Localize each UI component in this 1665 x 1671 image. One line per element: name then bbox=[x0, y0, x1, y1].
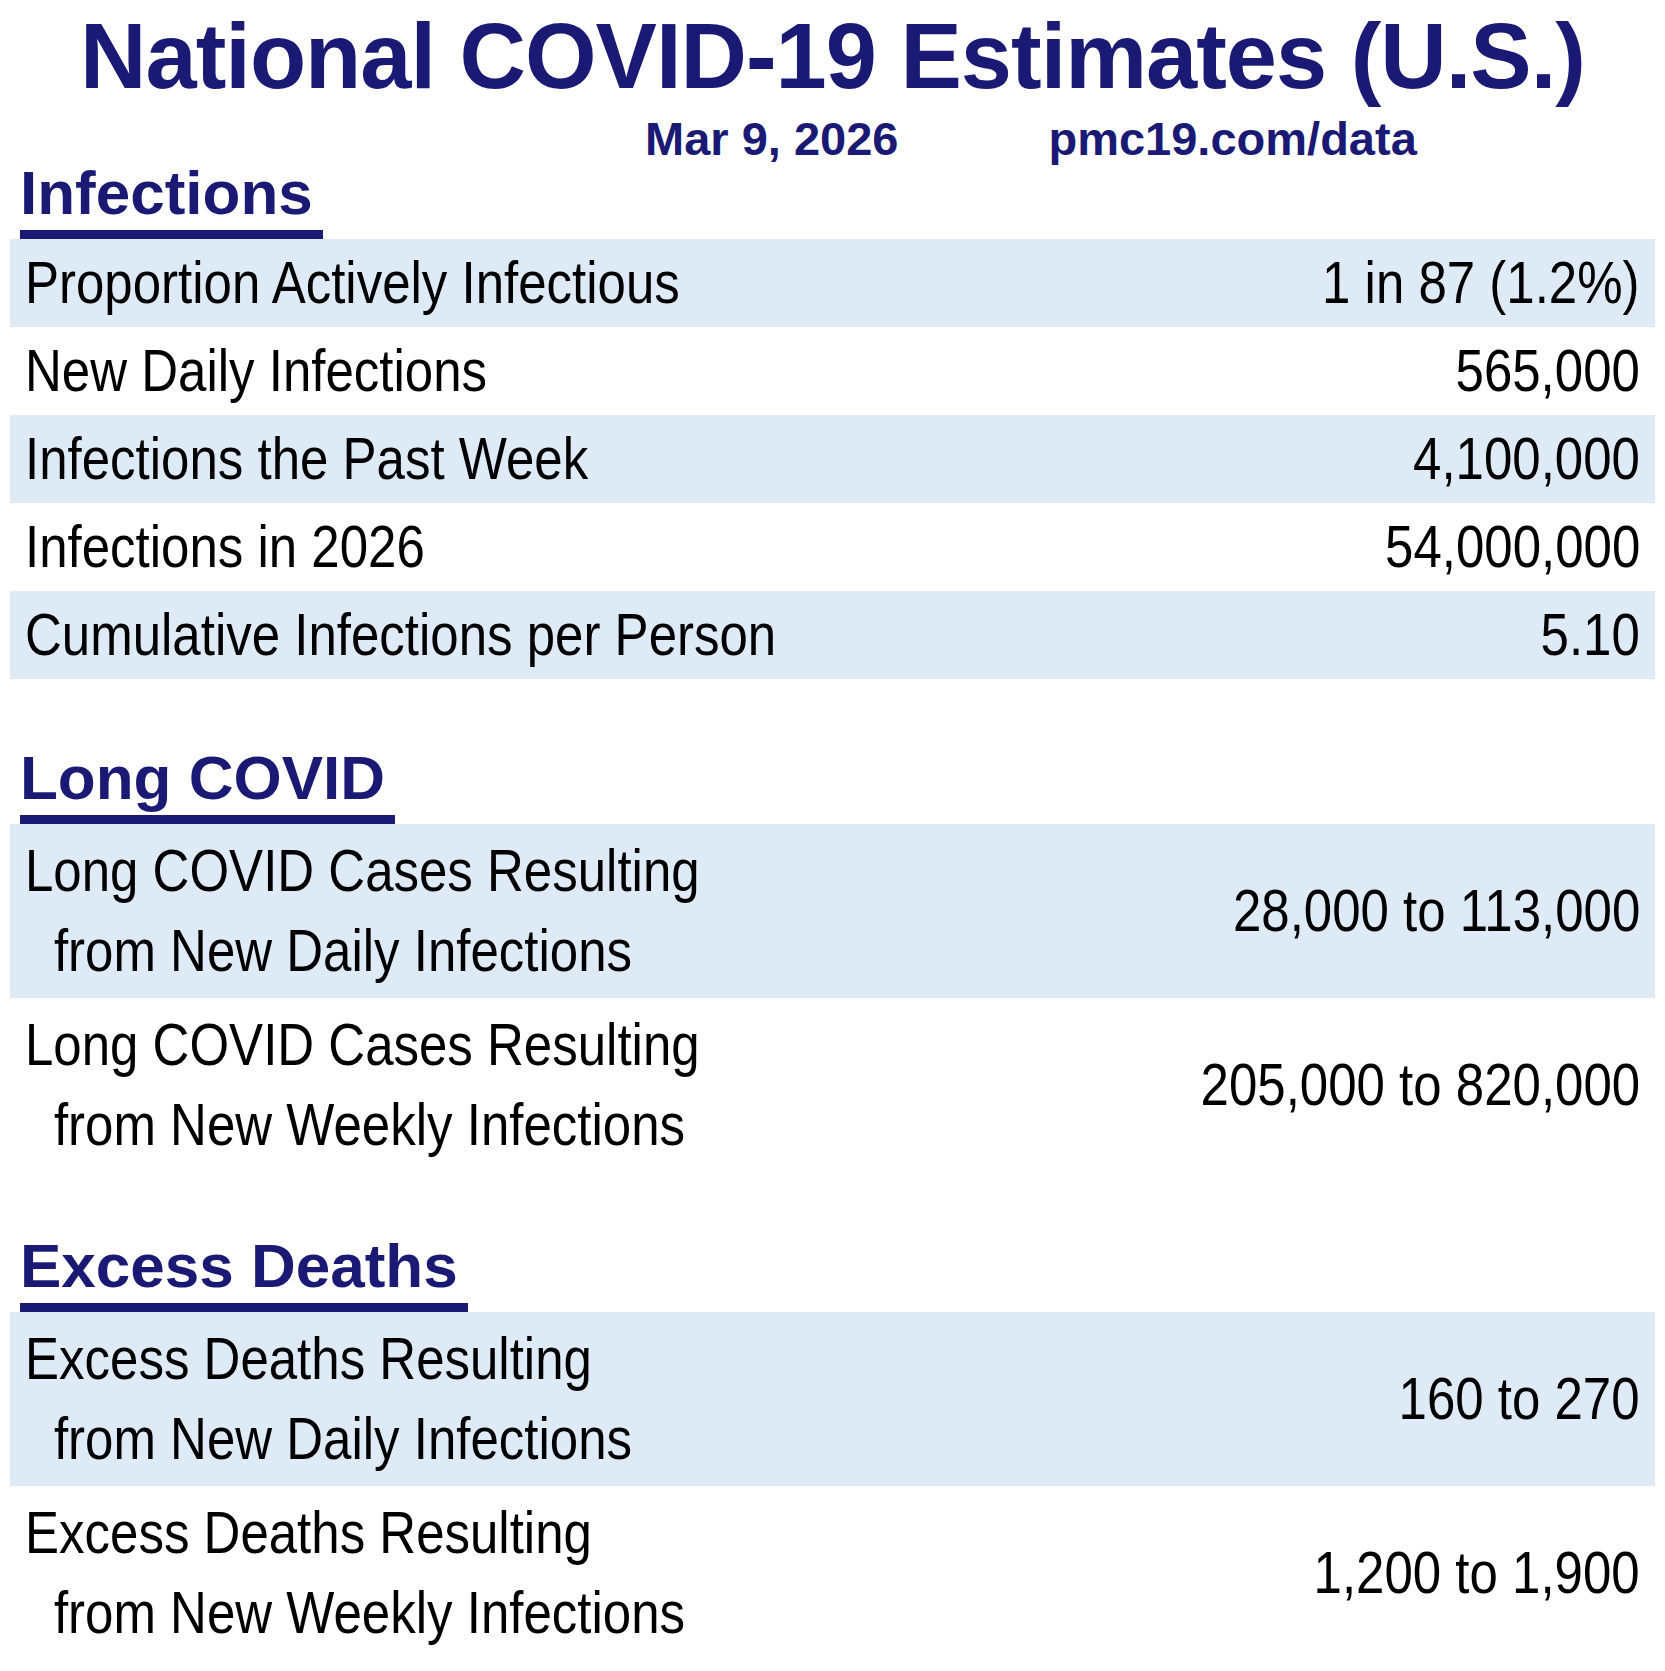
page-title: National COVID-19 Estimates (U.S.) bbox=[0, 0, 1665, 105]
row-label-line1: New Daily Infections bbox=[25, 331, 487, 411]
header-meta: Mar 9, 2026 pmc19.com/data bbox=[0, 115, 1665, 162]
table-row: Long COVID Cases Resulting from New Week… bbox=[10, 998, 1655, 1172]
row-label: Infections in 2026 bbox=[25, 507, 425, 587]
section-heading-long-covid: Long COVID bbox=[20, 747, 395, 824]
row-label-line1: Infections in 2026 bbox=[25, 507, 425, 587]
row-value: 4,100,000 bbox=[1413, 429, 1640, 489]
row-value: 5.10 bbox=[1541, 605, 1640, 665]
section-heading-infections: Infections bbox=[20, 162, 323, 239]
covid-estimates-infographic: National COVID-19 Estimates (U.S.) Mar 9… bbox=[0, 0, 1665, 1660]
row-label: Cumulative Infections per Person bbox=[25, 595, 776, 675]
table-row: Excess Deaths Resulting from New Daily I… bbox=[10, 1312, 1655, 1486]
row-label-line1: Excess Deaths Resulting bbox=[25, 1493, 685, 1573]
row-label: Proportion Actively Infectious bbox=[25, 243, 680, 323]
row-value: 28,000 to 113,000 bbox=[1233, 881, 1640, 941]
section-infections: Infections Proportion Actively Infectiou… bbox=[0, 162, 1665, 679]
row-label-line1: Proportion Actively Infectious bbox=[25, 243, 680, 323]
section-long-covid: Long COVID Long COVID Cases Resulting fr… bbox=[0, 747, 1665, 1172]
row-value: 160 to 270 bbox=[1399, 1369, 1640, 1429]
row-label-line1: Long COVID Cases Resulting bbox=[25, 831, 700, 911]
row-label: Long COVID Cases Resulting from New Week… bbox=[25, 1005, 700, 1165]
report-date: Mar 9, 2026 bbox=[645, 115, 898, 162]
table-row: Proportion Actively Infectious 1 in 87 (… bbox=[10, 239, 1655, 327]
table-row: Long COVID Cases Resulting from New Dail… bbox=[10, 824, 1655, 998]
row-label: Excess Deaths Resulting from New Daily I… bbox=[25, 1319, 632, 1479]
row-label-line2: from New Weekly Infections bbox=[25, 1085, 700, 1165]
row-label-line1: Long COVID Cases Resulting bbox=[25, 1005, 700, 1085]
row-value: 54,000,000 bbox=[1385, 517, 1640, 577]
section-excess-deaths: Excess Deaths Excess Deaths Resulting fr… bbox=[0, 1235, 1665, 1660]
row-label: Excess Deaths Resulting from New Weekly … bbox=[25, 1493, 685, 1653]
row-label-line1: Infections the Past Week bbox=[25, 419, 588, 499]
row-value: 205,000 to 820,000 bbox=[1200, 1055, 1640, 1115]
row-label: New Daily Infections bbox=[25, 331, 487, 411]
row-label-line2: from New Daily Infections bbox=[25, 911, 700, 991]
table-row: New Daily Infections 565,000 bbox=[10, 327, 1655, 415]
row-value: 565,000 bbox=[1456, 341, 1640, 401]
row-label-line2: from New Weekly Infections bbox=[25, 1573, 685, 1653]
row-label-line2: from New Daily Infections bbox=[25, 1399, 632, 1479]
row-label: Long COVID Cases Resulting from New Dail… bbox=[25, 831, 700, 991]
table-row: Cumulative Infections per Person 5.10 bbox=[10, 591, 1655, 679]
row-label-line1: Cumulative Infections per Person bbox=[25, 595, 776, 675]
row-label-line1: Excess Deaths Resulting bbox=[25, 1319, 632, 1399]
row-label: Infections the Past Week bbox=[25, 419, 588, 499]
row-value: 1 in 87 (1.2%) bbox=[1322, 253, 1640, 313]
table-row: Infections the Past Week 4,100,000 bbox=[10, 415, 1655, 503]
row-value: 1,200 to 1,900 bbox=[1314, 1543, 1640, 1603]
table-row: Infections in 2026 54,000,000 bbox=[10, 503, 1655, 591]
table-row: Excess Deaths Resulting from New Weekly … bbox=[10, 1486, 1655, 1660]
section-heading-excess-deaths: Excess Deaths bbox=[20, 1235, 468, 1312]
source-url: pmc19.com/data bbox=[1048, 115, 1416, 162]
